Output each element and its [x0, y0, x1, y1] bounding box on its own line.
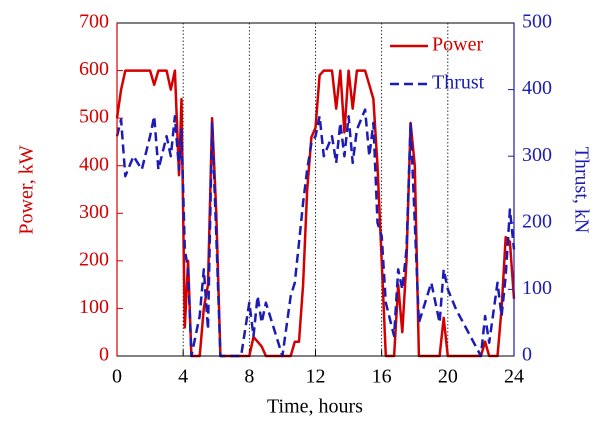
- x-tick-label: 16: [372, 366, 392, 388]
- y-tick-label: 200: [79, 248, 109, 270]
- x-tick-label: 4: [178, 366, 188, 388]
- y2-axis-label: Thrust, kN: [570, 147, 592, 234]
- y-tick-label: 400: [79, 153, 109, 175]
- x-tick-label: 8: [244, 366, 254, 388]
- y-tick-label: 600: [79, 58, 109, 80]
- y-tick-label: 0: [99, 344, 109, 366]
- y-tick-label: 500: [79, 106, 109, 128]
- y-tick-label: 300: [79, 201, 109, 223]
- y2-tick-label: 400: [522, 77, 552, 99]
- line-1: [115, 108, 516, 358]
- x-tick-label: 20: [438, 366, 458, 388]
- y2-tick-label: 300: [522, 144, 552, 166]
- x-tick-label: 12: [306, 366, 326, 388]
- y2-tick-label: 500: [522, 11, 552, 33]
- x-axis-label: Time, hours: [267, 396, 363, 418]
- y2-tick-label: 0: [522, 344, 532, 366]
- y2-tick-label: 100: [522, 277, 552, 299]
- x-tick-label: 0: [112, 366, 122, 388]
- x-tick-label: 24: [504, 366, 524, 388]
- legend-label: Power: [432, 34, 483, 56]
- legend-label: Thrust: [432, 72, 485, 94]
- y-tick-label: 100: [79, 296, 109, 318]
- y-axis-label: Power, kW: [16, 145, 38, 234]
- y2-tick-label: 200: [522, 210, 552, 232]
- y-tick-label: 700: [79, 11, 109, 33]
